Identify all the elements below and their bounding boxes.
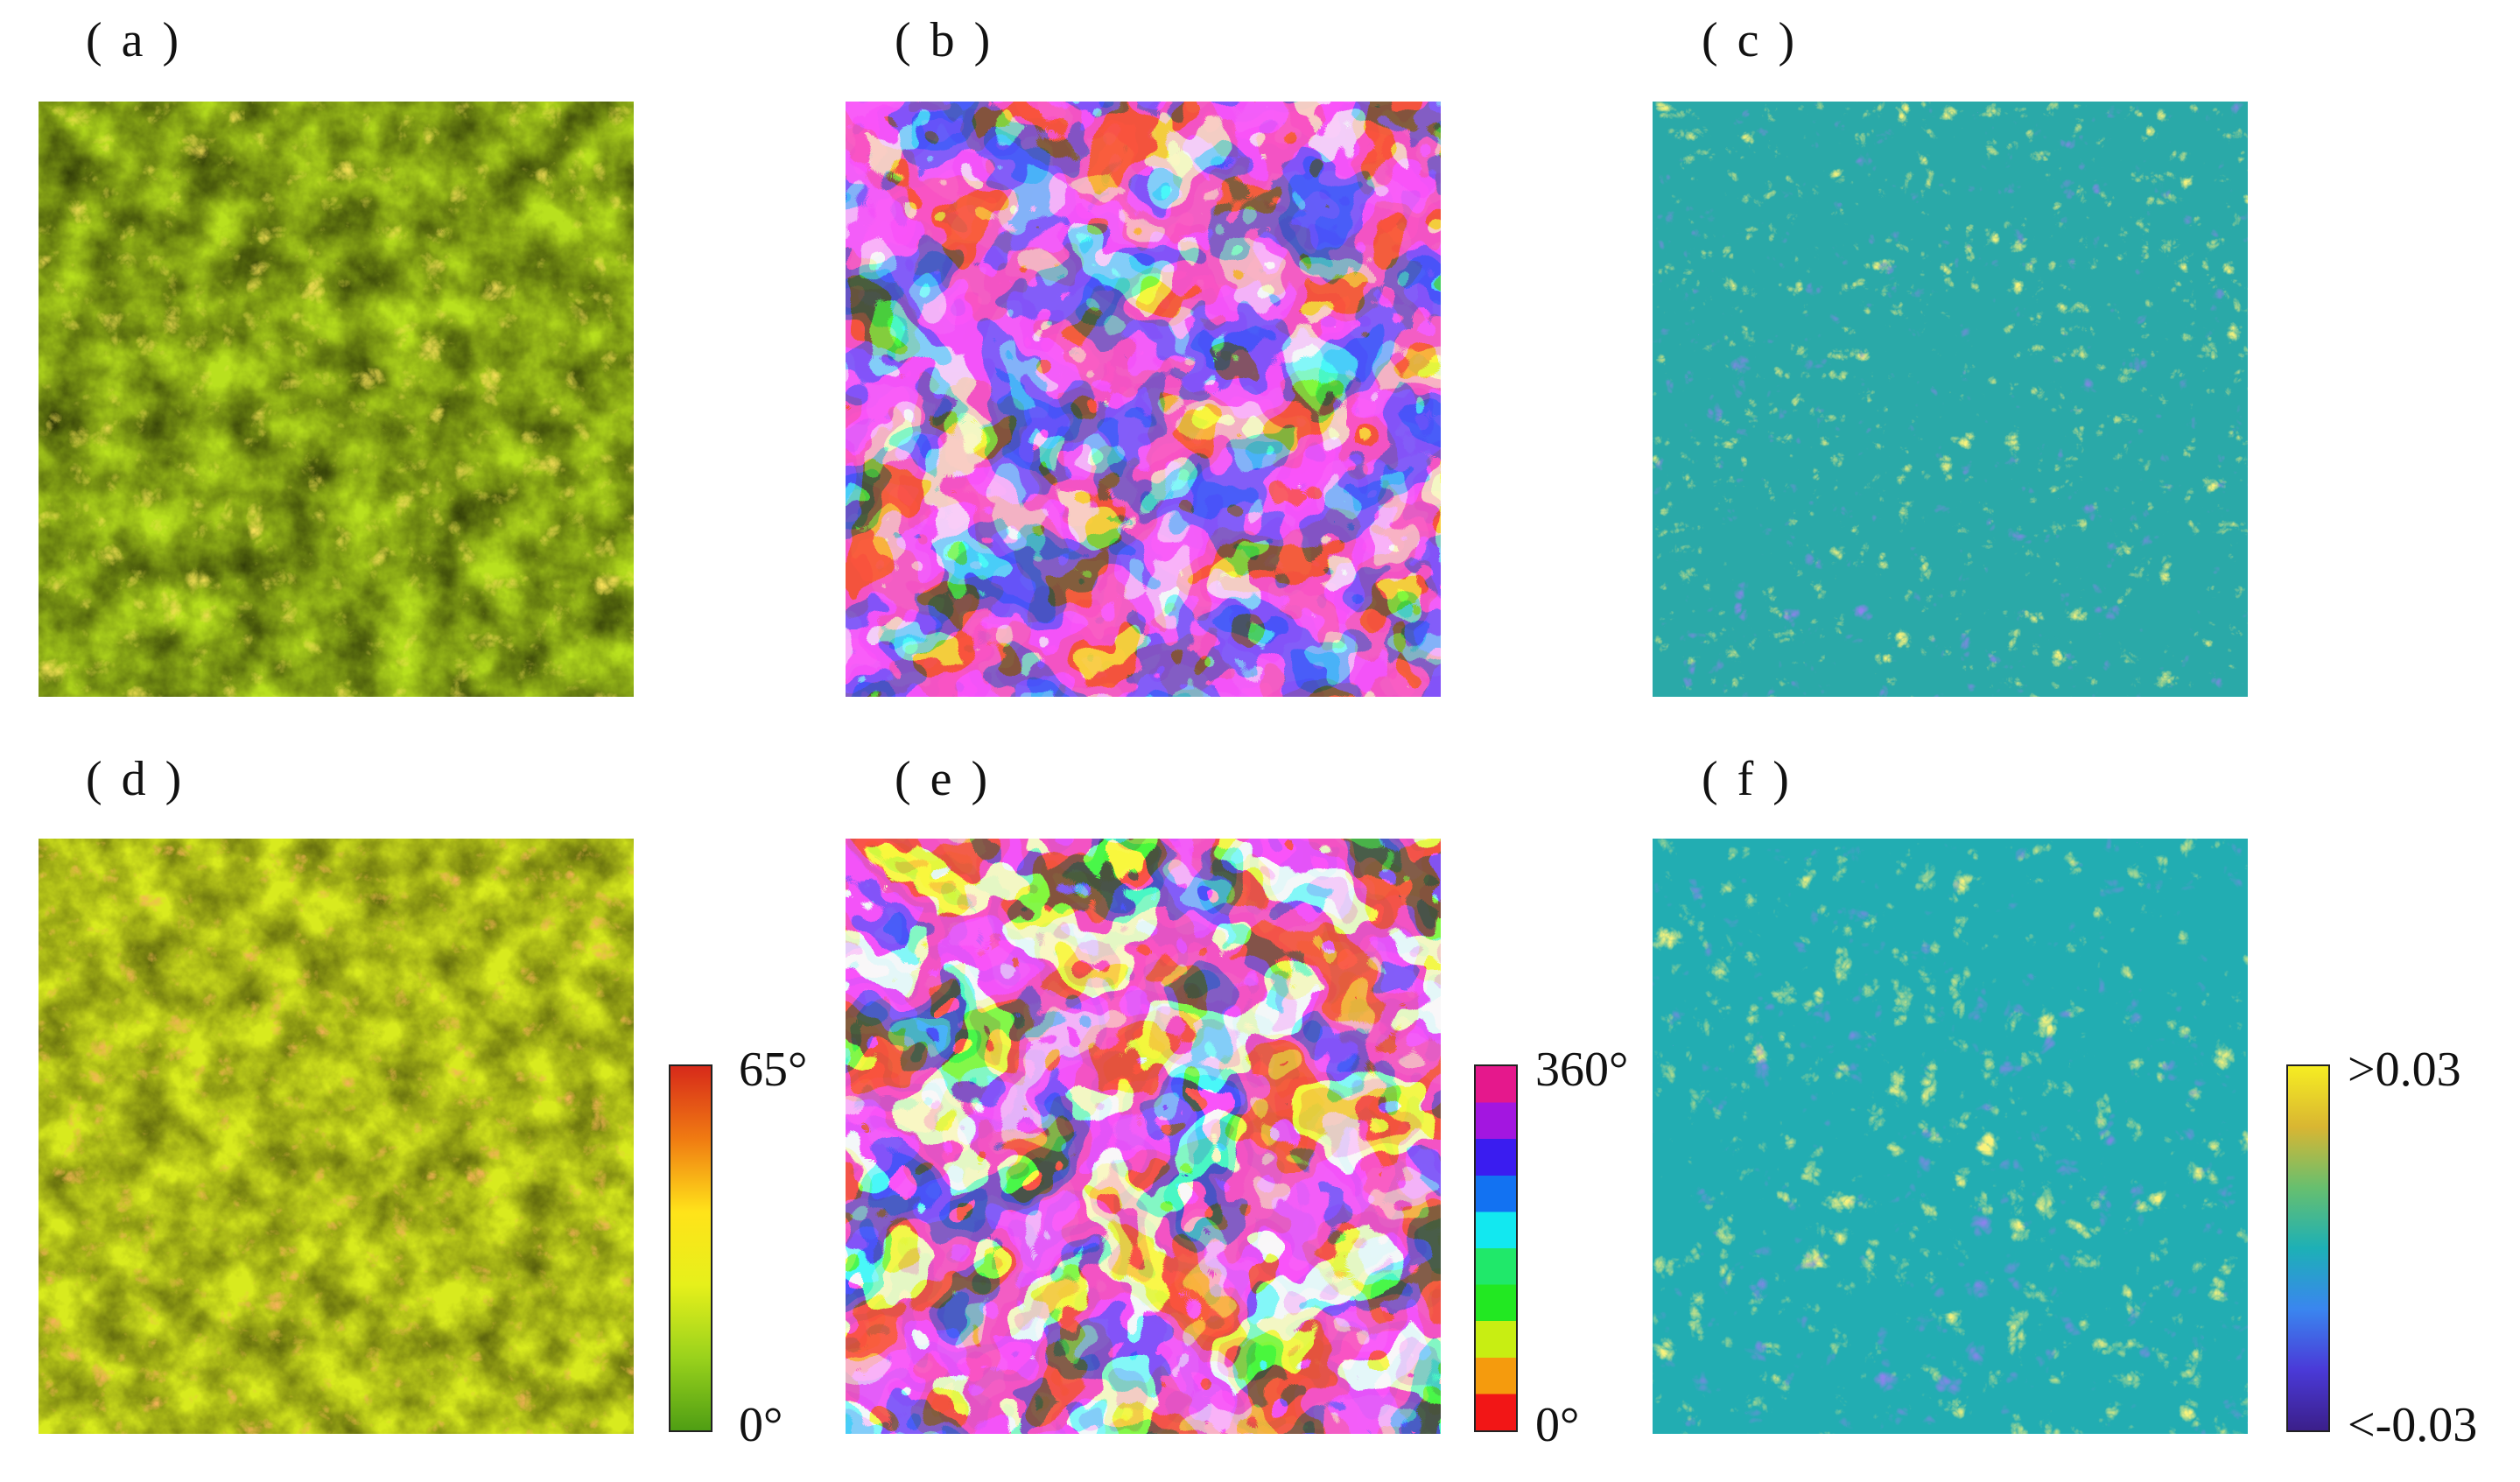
aspect-colorbar: [1474, 1064, 1518, 1432]
aspect-map-b-image: [846, 102, 1441, 697]
curvature-legend-max: >0.03: [2348, 1043, 2461, 1097]
aspect-map-e: [846, 839, 1441, 1434]
slope-legend-max: 65°: [739, 1043, 808, 1097]
curvature-map-f-image: [1653, 839, 2248, 1434]
panel-label-b: ( b ): [895, 13, 994, 67]
slope-map-d: [39, 839, 634, 1434]
curvature-map-c-image: [1653, 102, 2248, 697]
curvature-legend-min: <-0.03: [2348, 1398, 2478, 1452]
slope-legend-min: 0°: [739, 1398, 783, 1452]
slope-map-d-image: [39, 839, 634, 1434]
panel-label-c: ( c ): [1702, 13, 1799, 67]
panel-label-a: ( a ): [86, 13, 183, 67]
panel-label-d: ( d ): [86, 752, 186, 806]
slope-map-a: [39, 102, 634, 697]
slope-map-a-image: [39, 102, 634, 697]
panel-label-f: ( f ): [1702, 752, 1793, 806]
slope-colorbar: [669, 1064, 712, 1432]
curvature-map-c: [1653, 102, 2248, 697]
aspect-map-b: [846, 102, 1441, 697]
aspect-map-e-image: [846, 839, 1441, 1434]
panel-label-e: ( e ): [895, 752, 992, 806]
curvature-map-f: [1653, 839, 2248, 1434]
aspect-legend-min: 0°: [1535, 1398, 1580, 1452]
curvature-colorbar: [2286, 1064, 2330, 1432]
aspect-legend-max: 360°: [1535, 1043, 1629, 1097]
